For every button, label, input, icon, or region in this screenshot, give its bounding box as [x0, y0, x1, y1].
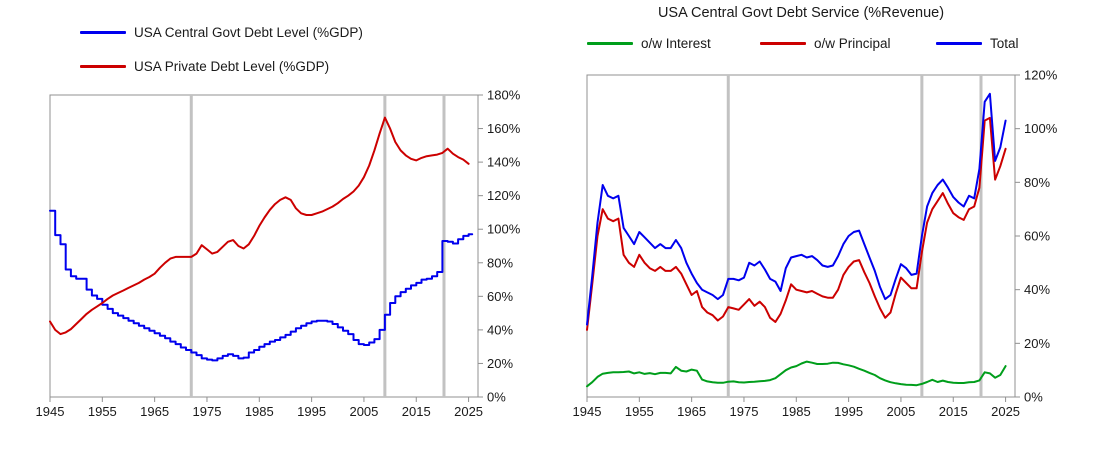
x-tick-label: 1955 — [625, 404, 654, 419]
x-tick-label: 2015 — [939, 404, 968, 419]
debt-service-chart-title: USA Central Govt Debt Service (%Revenue) — [657, 5, 945, 21]
x-tick-label: 1965 — [140, 404, 169, 419]
x-tick-label: 2025 — [454, 404, 483, 419]
y-tick-label: 0% — [487, 390, 506, 405]
y-tick-label: 140% — [487, 155, 521, 170]
y-tick-label: 100% — [1024, 121, 1058, 136]
y-tick-label: 100% — [487, 222, 521, 237]
series-line-usa-central-govt-debt-level-gdp- — [49, 209, 474, 362]
x-tick-label: 1975 — [730, 404, 759, 419]
y-tick-label: 120% — [1024, 68, 1058, 83]
y-tick-label: 180% — [487, 88, 521, 103]
y-tick-label: 40% — [1024, 282, 1050, 297]
private-debt-line-swatch — [80, 65, 126, 68]
legend-item-central-govt-debt: USA Central Govt Debt Level (%GDP) — [80, 25, 363, 40]
x-tick-label: 1985 — [782, 404, 811, 419]
x-tick-label: 2025 — [991, 404, 1020, 419]
x-tick-label: 1995 — [297, 404, 326, 419]
y-tick-label: 120% — [487, 188, 521, 203]
y-tick-label: 60% — [1024, 229, 1050, 244]
y-tick-label: 40% — [487, 322, 513, 337]
central-govt-debt-line-swatch — [80, 31, 126, 34]
total-legend-label: Total — [990, 36, 1019, 51]
x-tick-label: 1955 — [88, 404, 117, 419]
x-tick-label: 1975 — [193, 404, 222, 419]
y-tick-label: 0% — [1024, 390, 1043, 405]
interest-legend-label: o/w Interest — [641, 36, 711, 51]
series-line-o-w-interest — [586, 360, 1007, 388]
series-line-total — [586, 92, 1007, 326]
x-tick-label: 1985 — [245, 404, 274, 419]
total-line-swatch — [936, 42, 982, 45]
y-tick-label: 160% — [487, 121, 521, 136]
plot-border — [49, 94, 479, 398]
legend-item-interest: o/w Interest — [587, 36, 711, 51]
y-tick-label: 20% — [487, 356, 513, 371]
x-tick-label: 1965 — [677, 404, 706, 419]
x-tick-label: 2005 — [886, 404, 915, 419]
x-tick-label: 1945 — [36, 404, 65, 419]
legend-item-private-debt: USA Private Debt Level (%GDP) — [80, 59, 329, 74]
y-tick-label: 80% — [487, 255, 513, 270]
series-line-usa-private-debt-level-gdp- — [49, 116, 470, 336]
x-tick-label: 1995 — [834, 404, 863, 419]
series-line-o-w-principal — [586, 116, 1007, 331]
x-tick-label: 2015 — [402, 404, 431, 419]
central-govt-debt-legend-label: USA Central Govt Debt Level (%GDP) — [134, 25, 363, 40]
x-tick-label: 2005 — [349, 404, 378, 419]
private-debt-legend-label: USA Private Debt Level (%GDP) — [134, 59, 330, 74]
principal-legend-label: o/w Principal — [814, 36, 891, 51]
legend-item-principal: o/w Principal — [760, 36, 891, 51]
y-tick-label: 80% — [1024, 175, 1050, 190]
y-tick-label: 60% — [487, 289, 513, 304]
y-tick-label: 20% — [1024, 336, 1050, 351]
x-tick-label: 1945 — [573, 404, 602, 419]
interest-line-swatch — [587, 42, 633, 45]
legend-item-total: Total — [936, 36, 1019, 51]
plot-border — [586, 74, 1016, 398]
principal-line-swatch — [760, 42, 806, 45]
